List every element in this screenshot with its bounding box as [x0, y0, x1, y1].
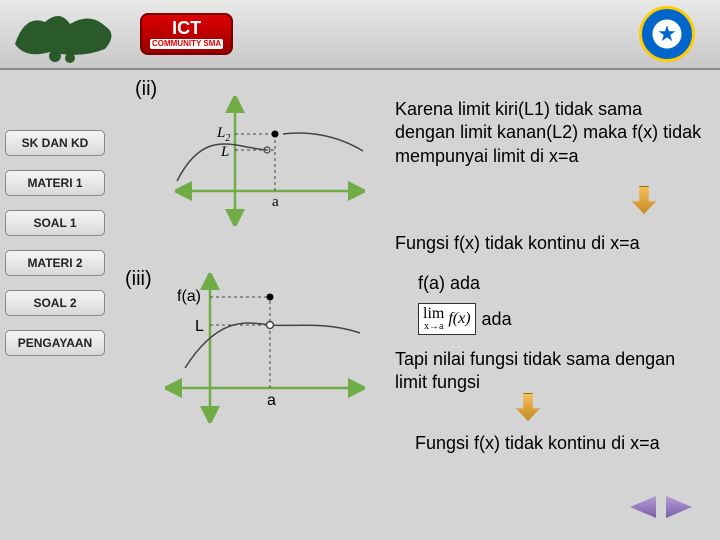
text-fa-ada: f(a) ada: [418, 273, 480, 294]
ict-logo-sub: COMMUNITY SMA: [150, 39, 223, 49]
text-conclusion-1: Fungsi f(x) tidak kontinu di x=a: [395, 233, 705, 254]
fx-text: f(x): [448, 310, 470, 328]
text-lim-ada: lim x→a f(x) ada: [418, 303, 512, 335]
map-decoration: [10, 4, 120, 64]
text-conclusion-2: Fungsi f(x) tidak kontinu di x=a: [415, 433, 720, 454]
nav-soal-1[interactable]: SOAL 1: [5, 210, 105, 236]
next-button[interactable]: [666, 496, 692, 518]
label-ii: (ii): [135, 78, 157, 101]
text-explanation-2: Tapi nilai fungsi tidak sama dengan limi…: [395, 348, 705, 393]
header-bar: ICT COMMUNITY SMA: [0, 0, 720, 70]
nav-soal-2[interactable]: SOAL 2: [5, 290, 105, 316]
ict-logo: ICT COMMUNITY SMA: [140, 13, 233, 55]
page-nav: [630, 496, 692, 518]
limit-expression-box: lim x→a f(x): [418, 303, 476, 335]
nav-pengayaan[interactable]: PENGAYAAN: [5, 330, 105, 356]
nav-sk-kd[interactable]: SK DAN KD: [5, 130, 105, 156]
arrow-down-icon: [516, 393, 540, 421]
graph-ii: L2 L a: [175, 96, 365, 226]
nav-materi-2[interactable]: MATERI 2: [5, 250, 105, 276]
label-iii: (iii): [125, 268, 152, 291]
sidebar-nav: SK DAN KD MATERI 1 SOAL 1 MATERI 2 SOAL …: [0, 130, 110, 356]
content-area: (ii) L2 L a Karena limit kiri(L1) tidak …: [120, 78, 710, 530]
arrow-down-icon: [632, 186, 656, 214]
graph1-L: L: [220, 144, 229, 160]
ada-text: ada: [482, 309, 512, 330]
graph1-L2: L2: [216, 125, 230, 144]
graph2-a: a: [267, 392, 276, 409]
prev-button[interactable]: [630, 496, 656, 518]
crest-logo: [639, 6, 695, 62]
graph2-L: L: [195, 318, 204, 335]
ict-logo-text: ICT: [172, 18, 201, 38]
text-explanation-1: Karena limit kiri(L1) tidak sama dengan …: [395, 98, 705, 168]
graph2-fa: f(a): [177, 288, 201, 305]
nav-materi-1[interactable]: MATERI 1: [5, 170, 105, 196]
graph-iii: f(a) L a: [165, 273, 365, 423]
graph1-a: a: [272, 194, 279, 210]
lim-notation: lim x→a: [423, 306, 444, 332]
